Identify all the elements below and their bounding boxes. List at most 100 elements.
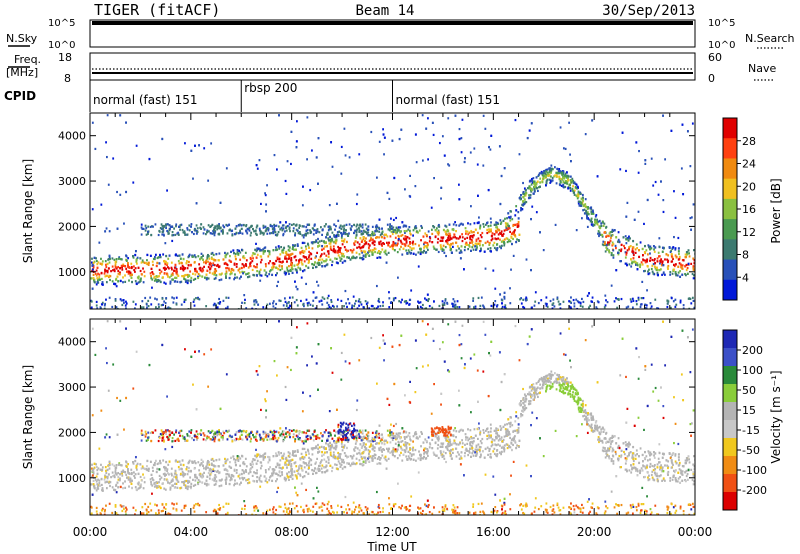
range-gate-cell	[268, 273, 271, 276]
range-gate-cell	[484, 241, 487, 245]
range-gate-cell	[240, 224, 243, 227]
range-gate-cell	[157, 280, 159, 283]
range-gate-cell	[684, 253, 687, 256]
range-gate-cell	[652, 184, 655, 187]
range-gate-cell	[625, 468, 628, 471]
range-gate-cell	[213, 234, 216, 237]
range-gate-cell	[341, 239, 343, 242]
range-gate-cell	[222, 224, 225, 227]
range-gate-cell	[293, 264, 296, 267]
range-gate-cell	[595, 214, 598, 217]
range-gate-cell	[225, 296, 228, 299]
range-gate-cell	[592, 209, 594, 212]
range-gate-cell	[674, 298, 677, 301]
range-gate-cell	[409, 298, 412, 301]
range-gate-cell	[456, 245, 459, 248]
range-gate-cell	[644, 465, 647, 468]
range-gate-cell	[305, 282, 308, 286]
range-gate-cell	[586, 211, 589, 214]
range-gate-cell	[188, 253, 191, 256]
range-gate-cell	[654, 262, 657, 265]
range-gate-cell	[278, 265, 281, 268]
range-gate-cell	[375, 226, 378, 230]
range-gate-cell	[375, 307, 378, 309]
range-gate-cell	[329, 258, 332, 261]
range-gate-cell	[440, 186, 443, 189]
range-gate-cell	[181, 267, 184, 271]
range-gate-cell	[400, 234, 403, 237]
range-gate-cell	[153, 257, 156, 261]
range-gate-cell	[337, 254, 340, 257]
range-gate-cell	[149, 254, 152, 257]
range-gate-cell	[540, 170, 543, 174]
range-gate-cell	[150, 277, 153, 280]
range-gate-cell	[270, 231, 273, 235]
range-gate-cell	[639, 241, 642, 244]
range-gate-cell	[367, 234, 370, 237]
range-gate-cell	[256, 454, 259, 458]
range-gate-cell	[509, 446, 512, 449]
range-gate-cell	[412, 252, 415, 255]
range-gate-cell	[139, 269, 142, 273]
range-gate-cell	[353, 242, 355, 245]
range-gate-cell	[287, 476, 290, 479]
range-gate-cell	[352, 248, 355, 251]
range-gate-cell	[192, 177, 194, 180]
range-gate-cell	[317, 284, 320, 287]
range-gate-cell	[337, 460, 340, 463]
range-gate-cell	[471, 236, 474, 239]
range-gate-cell	[375, 382, 378, 385]
range-gate-cell	[280, 226, 283, 229]
range-gate-cell	[159, 462, 162, 465]
range-gate-cell	[370, 130, 373, 134]
range-gate-cell	[119, 114, 122, 117]
range-gate-cell	[180, 280, 183, 283]
range-gate-cell	[349, 249, 352, 252]
range-gate-cell	[471, 231, 473, 234]
range-gate-cell	[660, 470, 663, 473]
range-gate-cell	[405, 300, 408, 303]
range-gate-cell	[417, 251, 420, 254]
range-gate-cell	[288, 249, 291, 252]
range-gate-cell	[128, 266, 131, 269]
range-gate-cell	[114, 264, 117, 267]
range-gate-cell	[489, 217, 492, 220]
range-gate-cell	[125, 513, 127, 515]
range-gate-cell	[530, 187, 533, 191]
range-gate-cell	[171, 478, 174, 481]
range-gate-cell	[123, 222, 125, 225]
range-gate-cell	[259, 485, 262, 488]
range-gate-cell	[689, 165, 692, 168]
range-gate-cell	[579, 304, 582, 307]
nave-label: Nave	[748, 62, 776, 75]
range-gate-cell	[228, 269, 231, 272]
range-gate-cell	[275, 454, 277, 458]
range-gate-cell	[500, 436, 503, 439]
range-gate-cell	[156, 256, 159, 260]
range-gate-cell	[507, 239, 510, 243]
range-gate-cell	[410, 289, 413, 292]
range-gate-cell	[253, 471, 255, 474]
range-gate-cell	[546, 171, 549, 174]
range-gate-cell	[537, 186, 540, 189]
range-gate-cell	[99, 262, 102, 265]
range-gate-cell	[315, 255, 318, 258]
range-gate-cell	[396, 242, 399, 245]
range-gate-cell	[310, 241, 313, 244]
range-gate-cell	[568, 327, 571, 330]
range-gate-cell	[637, 210, 640, 213]
range-gate-cell	[686, 130, 689, 133]
range-gate-cell	[282, 232, 285, 236]
range-gate-cell	[612, 254, 615, 257]
range-gate-cell	[186, 267, 189, 270]
range-gate-cell	[158, 262, 161, 265]
range-gate-cell	[148, 157, 151, 161]
range-gate-cell	[184, 348, 186, 351]
range-gate-cell	[336, 298, 339, 301]
range-gate-cell	[672, 463, 674, 467]
range-gate-cell	[646, 495, 648, 498]
range-gate-cell	[482, 429, 485, 432]
range-gate-cell	[117, 272, 120, 275]
range-gate-cell	[174, 270, 177, 273]
range-gate-cell	[667, 264, 670, 268]
